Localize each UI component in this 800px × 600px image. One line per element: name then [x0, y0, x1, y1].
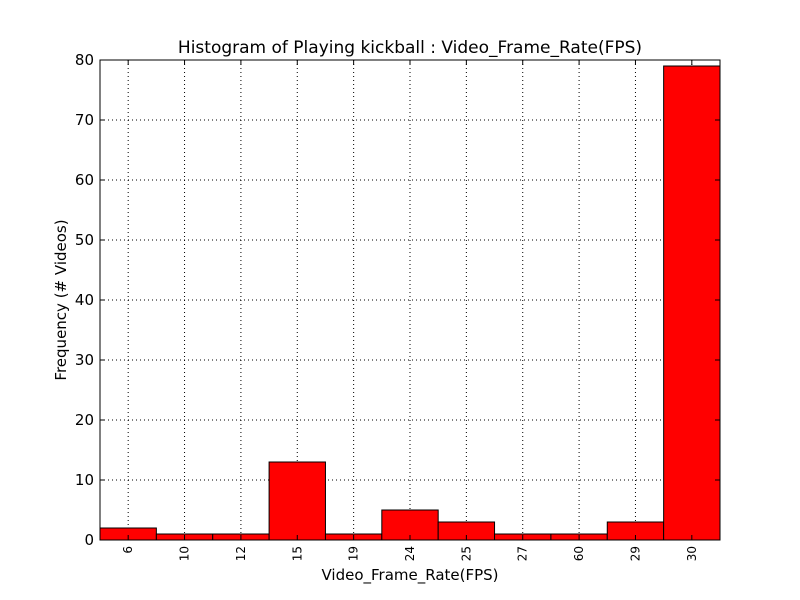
x-tick-label: 30 — [685, 546, 699, 561]
x-tick-label: 10 — [178, 546, 192, 561]
x-tick-label: 60 — [572, 546, 586, 561]
chart-title: Histogram of Playing kickball : Video_Fr… — [178, 38, 642, 58]
x-tick-label: 27 — [516, 546, 530, 561]
y-tick-label: 0 — [84, 531, 94, 549]
x-tick-label: 6 — [121, 546, 135, 554]
y-axis-label: Frequency (# Videos) — [52, 219, 70, 380]
x-tick-label: 24 — [403, 546, 417, 561]
bar — [663, 65, 721, 541]
y-tick-label: 10 — [75, 471, 94, 489]
grid-layer — [100, 59, 720, 541]
y-tick-label: 20 — [75, 411, 94, 429]
x-tick-label: 12 — [234, 546, 248, 561]
y-tick-label: 70 — [75, 111, 94, 129]
y-tick-label: 30 — [75, 351, 94, 369]
x-tick-label: 19 — [347, 546, 361, 561]
x-tick-label: 15 — [290, 546, 304, 561]
y-tick-label: 80 — [75, 51, 94, 69]
tick-labels-layer: 0 10 20 30 40 50 60 70 80 6 10 12 15 19 24 25 27 60 29 30 — [75, 51, 699, 561]
x-axis-label: Video_Frame_Rate(FPS) — [321, 566, 498, 585]
y-tick-label: 50 — [75, 231, 94, 249]
bar — [268, 461, 326, 541]
y-tick-label: 60 — [75, 171, 94, 189]
ticks-layer — [100, 59, 720, 541]
y-tick-label: 40 — [75, 291, 94, 309]
bars-layer — [99, 65, 721, 541]
x-tick-label: 29 — [628, 546, 642, 561]
x-tick-label: 25 — [459, 546, 473, 561]
